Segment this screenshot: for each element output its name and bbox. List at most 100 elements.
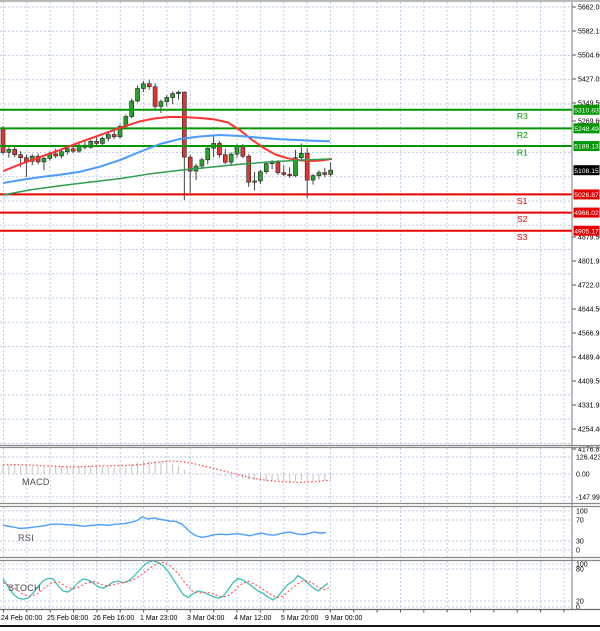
candle: [304, 148, 310, 198]
price-tick-label: 5582.15: [578, 29, 600, 36]
pivot-axis-label-s3: 4905.17: [574, 228, 599, 235]
candle-body: [205, 147, 211, 161]
candle-body: [88, 141, 94, 148]
candle: [111, 130, 117, 140]
price-tick-label: 5504.60: [578, 53, 600, 60]
pivot-axis-label-r1-bg: [573, 141, 600, 152]
candle-body: [217, 143, 222, 156]
rsi-line: [2, 516, 327, 539]
pivot-axis-label-s2: 4966.02: [574, 210, 599, 217]
candle-body: [275, 161, 281, 173]
price-tick-label: 5269.60: [578, 119, 600, 126]
candle-body: [293, 157, 298, 176]
pivot-axis-label-r3-bg: [573, 104, 600, 115]
rsi-tick-label: 100: [576, 509, 588, 516]
time-axis-label: 3 Mar 04:00: [187, 615, 224, 622]
candle: [176, 90, 181, 100]
price-tick-label: 5349.50: [578, 101, 600, 108]
stoch-hgrid: [0, 563, 572, 608]
pivot-chart-label-r1: R1: [517, 148, 528, 158]
candle-body: [281, 172, 287, 175]
candle-body: [287, 174, 292, 176]
price-tick-label: 4879.50: [578, 235, 600, 242]
candle: [146, 79, 152, 90]
pivot-axis-label-s1-bg: [573, 189, 600, 200]
time-axis-area[interactable]: [0, 609, 600, 625]
price-tick-label: 4722.05: [578, 283, 600, 290]
candle-body: [322, 172, 328, 175]
candle-body: [117, 126, 123, 138]
candle: [106, 132, 111, 142]
grid-macd: [3, 448, 565, 503]
candle-body: [176, 91, 181, 94]
stoch-tick-label: 100: [576, 562, 588, 569]
price-tick-label: 4176.85: [578, 447, 600, 454]
candle-body: [111, 134, 117, 138]
rsi-panel-label: RSI: [18, 533, 34, 543]
candle: [246, 154, 251, 187]
macd-panel-label: MACD: [22, 477, 50, 487]
stoch-panel-area[interactable]: [0, 561, 572, 609]
candle: [199, 157, 205, 170]
candle-body: [170, 93, 175, 98]
candle: [281, 165, 287, 177]
current-price-label: 5108.15: [574, 168, 599, 175]
candle-body: [100, 138, 105, 144]
time-axis-label: 5 Mar 20:00: [281, 615, 318, 622]
candle-body: [146, 83, 152, 88]
candle-body: [6, 149, 12, 153]
candle-body: [152, 86, 158, 107]
candle: [275, 160, 281, 176]
price-tick-label: 4801.95: [578, 259, 600, 266]
candle-body: [299, 152, 304, 159]
candle-body: [187, 156, 193, 172]
pivot-chart-label-r3: R3: [517, 111, 528, 121]
candle-body: [252, 180, 257, 183]
rsi-panel-area[interactable]: [0, 507, 572, 557]
rsi-tick-label: 70: [576, 518, 584, 525]
candle: [187, 154, 193, 193]
ma-fast-red-line: [2, 115, 333, 173]
window-bottom-edge: [0, 625, 600, 627]
stoch-tick-label: 80: [576, 567, 584, 574]
price-tick-label: 5662.05: [578, 5, 600, 12]
pivot-axis-label-s2-bg: [573, 207, 600, 218]
ma-slow-green-line: [2, 158, 333, 196]
candle-body: [141, 83, 146, 89]
price-axis-area[interactable]: [572, 0, 600, 609]
stoch-panel-label: STOCH: [8, 583, 41, 593]
macd-plot: [2, 460, 332, 483]
time-axis-label: 9 Mar 00:00: [325, 615, 362, 622]
candle: [53, 148, 58, 159]
time-axis-label: 4 Mar 12:00: [234, 615, 271, 622]
candle: [59, 149, 64, 159]
candle: [41, 157, 47, 171]
grid-rsi: [3, 507, 565, 557]
candle: [310, 174, 316, 185]
pivot-chart-label-s1: S1: [517, 196, 528, 206]
pivot-chart-label-s3: S3: [517, 232, 528, 242]
stoch-tick-label: 20: [576, 599, 584, 606]
price-tick-label: 4254.40: [578, 427, 600, 434]
candle-body: [12, 149, 17, 156]
ma-mid-blue-line: [2, 134, 331, 185]
price-tick-label: 4409.50: [578, 379, 600, 386]
candle: [217, 141, 222, 158]
candle: [135, 85, 140, 103]
time-axis-label: 25 Feb 08:00: [47, 615, 88, 622]
pivot-axis-label-s3-bg: [573, 225, 600, 236]
main-chart-area[interactable]: [0, 2, 572, 445]
stoch-d-line: [2, 561, 331, 599]
candle-body: [310, 175, 316, 181]
main-plot: R3 R2 R1 S1 S2 S3: [0, 79, 572, 242]
candle-body: [18, 154, 23, 159]
pivot-axis-label-r2-bg: [573, 123, 600, 134]
candle: [117, 124, 123, 139]
candle-body: [158, 101, 164, 107]
candle-body: [223, 154, 228, 163]
candle: [12, 146, 17, 158]
candle-body: [304, 152, 310, 181]
candle: [164, 95, 170, 107]
macd-panel-area[interactable]: [0, 448, 572, 503]
